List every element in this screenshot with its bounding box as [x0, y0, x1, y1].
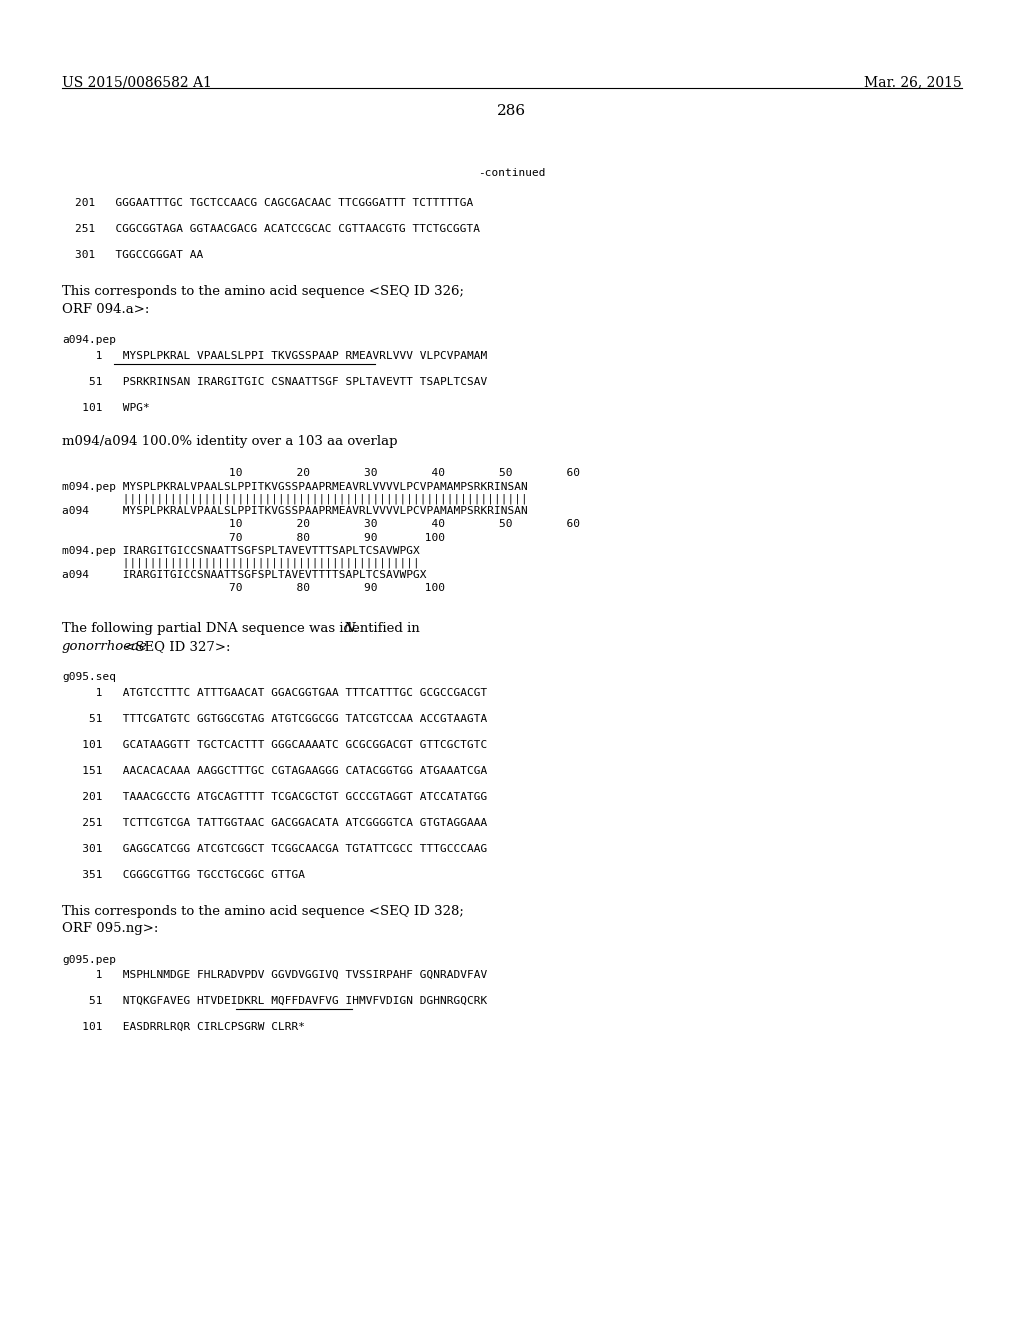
Text: 1   MSPHLNMDGE FHLRADVPDV GGVDVGGIVQ TVSSIRPAHF GQNRADVFAV: 1 MSPHLNMDGE FHLRADVPDV GGVDVGGIVQ TVSSI… [62, 970, 487, 979]
Text: 101   WPG*: 101 WPG* [62, 403, 150, 413]
Text: 70        80        90       100: 70 80 90 100 [175, 583, 445, 593]
Text: ||||||||||||||||||||||||||||||||||||||||||||||||||||||||||||: ||||||||||||||||||||||||||||||||||||||||… [62, 494, 527, 504]
Text: 51   PSRKRINSAN IRARGITGIC CSNAATTSGF SPLTAVEVTT TSAPLTCSAV: 51 PSRKRINSAN IRARGITGIC CSNAATTSGF SPLT… [62, 378, 487, 387]
Text: a094     IRARGITGICCSNAATTSGFSPLTAVEVTTTTSAPLTCSAVWPGX: a094 IRARGITGICCSNAATTSGFSPLTAVEVTTTTSAP… [62, 570, 427, 579]
Text: -continued: -continued [478, 168, 546, 178]
Text: 201   TAAACGCCTG ATGCAGTTTT TCGACGCTGT GCCCGTAGGT ATCCATATGG: 201 TAAACGCCTG ATGCAGTTTT TCGACGCTGT GCC… [62, 792, 487, 803]
Text: N.: N. [343, 622, 358, 635]
Text: <SEQ ID 327>:: <SEQ ID 327>: [120, 640, 230, 653]
Text: 1   ATGTCCTTTC ATTTGAACAT GGACGGTGAA TTTCATTTGC GCGCCGACGT: 1 ATGTCCTTTC ATTTGAACAT GGACGGTGAA TTTCA… [62, 688, 487, 698]
Text: ||||||||||||||||||||||||||||||||||||||||||||: ||||||||||||||||||||||||||||||||||||||||… [62, 558, 420, 569]
Text: 10        20        30        40        50        60: 10 20 30 40 50 60 [175, 519, 580, 529]
Text: 251   CGGCGGTAGA GGTAACGACG ACATCCGCAC CGTTAACGTG TTCTGCGGTA: 251 CGGCGGTAGA GGTAACGACG ACATCCGCAC CGT… [75, 224, 480, 234]
Text: 51   TTTCGATGTC GGTGGCGTAG ATGTCGGCGG TATCGTCCAA ACCGTAAGTA: 51 TTTCGATGTC GGTGGCGTAG ATGTCGGCGG TATC… [62, 714, 487, 723]
Text: m094.pep MYSPLPKRALVPAALSLPPITKVGSSPAAPRMEAVRLVVVVLPCVPAMAMPSRKRINSAN: m094.pep MYSPLPKRALVPAALSLPPITKVGSSPAAPR… [62, 482, 527, 492]
Text: ORF 094.a>:: ORF 094.a>: [62, 304, 150, 315]
Text: g095.pep: g095.pep [62, 954, 116, 965]
Text: ORF 095.ng>:: ORF 095.ng>: [62, 921, 159, 935]
Text: The following partial DNA sequence was identified in: The following partial DNA sequence was i… [62, 622, 424, 635]
Text: US 2015/0086582 A1: US 2015/0086582 A1 [62, 75, 212, 88]
Text: 101   GCATAAGGTT TGCTCACTTT GGGCAAAATC GCGCGGACGT GTTCGCTGTC: 101 GCATAAGGTT TGCTCACTTT GGGCAAAATC GCG… [62, 741, 487, 750]
Text: 51   NTQKGFAVEG HTVDEIDKRL MQFFDAVFVG IHMVFVDIGN DGHNRGQCRK: 51 NTQKGFAVEG HTVDEIDKRL MQFFDAVFVG IHMV… [62, 997, 487, 1006]
Text: 201   GGGAATTTGC TGCTCCAACG CAGCGACAAC TTCGGGATTT TCTTTTTGA: 201 GGGAATTTGC TGCTCCAACG CAGCGACAAC TTC… [75, 198, 473, 209]
Text: g095.seq: g095.seq [62, 672, 116, 682]
Text: 286: 286 [498, 104, 526, 117]
Text: m094/a094 100.0% identity over a 103 aa overlap: m094/a094 100.0% identity over a 103 aa … [62, 436, 397, 447]
Text: This corresponds to the amino acid sequence <SEQ ID 326;: This corresponds to the amino acid seque… [62, 285, 464, 298]
Text: m094.pep IRARGITGICCSNAATTSGFSPLTAVEVTTTSAPLTCSAVWPGX: m094.pep IRARGITGICCSNAATTSGFSPLTAVEVTTT… [62, 546, 420, 556]
Text: 1   MYSPLPKRAL VPAALSLPPI TKVGSSPAAP RMEAVRLVVV VLPCVPAMAM: 1 MYSPLPKRAL VPAALSLPPI TKVGSSPAAP RMEAV… [62, 351, 487, 360]
Text: 301   TGGCCGGGAT AA: 301 TGGCCGGGAT AA [75, 249, 203, 260]
Text: 251   TCTTCGTCGA TATTGGTAAC GACGGACATA ATCGGGGTCA GTGTAGGAAA: 251 TCTTCGTCGA TATTGGTAAC GACGGACATA ATC… [62, 818, 487, 828]
Text: a094     MYSPLPKRALVPAALSLPPITKVGSSPAAPRMEAVRLVVVVLPCVPAMAMPSRKRINSAN: a094 MYSPLPKRALVPAALSLPPITKVGSSPAAPRMEAV… [62, 506, 527, 516]
Text: 151   AACACACAAA AAGGCTTTGC CGTAGAAGGG CATACGGTGG ATGAAATCGA: 151 AACACACAAA AAGGCTTTGC CGTAGAAGGG CAT… [62, 766, 487, 776]
Text: 301   GAGGCATCGG ATCGTCGGCT TCGGCAACGA TGTATTCGCC TTTGCCCAAG: 301 GAGGCATCGG ATCGTCGGCT TCGGCAACGA TGT… [62, 843, 487, 854]
Text: 10        20        30        40        50        60: 10 20 30 40 50 60 [175, 469, 580, 478]
Text: gonorrhoeae: gonorrhoeae [62, 640, 147, 653]
Text: Mar. 26, 2015: Mar. 26, 2015 [864, 75, 962, 88]
Text: 101   EASDRRLRQR CIRLCPSGRW CLRR*: 101 EASDRRLRQR CIRLCPSGRW CLRR* [62, 1022, 305, 1032]
Text: This corresponds to the amino acid sequence <SEQ ID 328;: This corresponds to the amino acid seque… [62, 906, 464, 917]
Text: 351   CGGGCGTTGG TGCCTGCGGC GTTGA: 351 CGGGCGTTGG TGCCTGCGGC GTTGA [62, 870, 305, 880]
Text: 70        80        90       100: 70 80 90 100 [175, 533, 445, 543]
Text: a094.pep: a094.pep [62, 335, 116, 345]
